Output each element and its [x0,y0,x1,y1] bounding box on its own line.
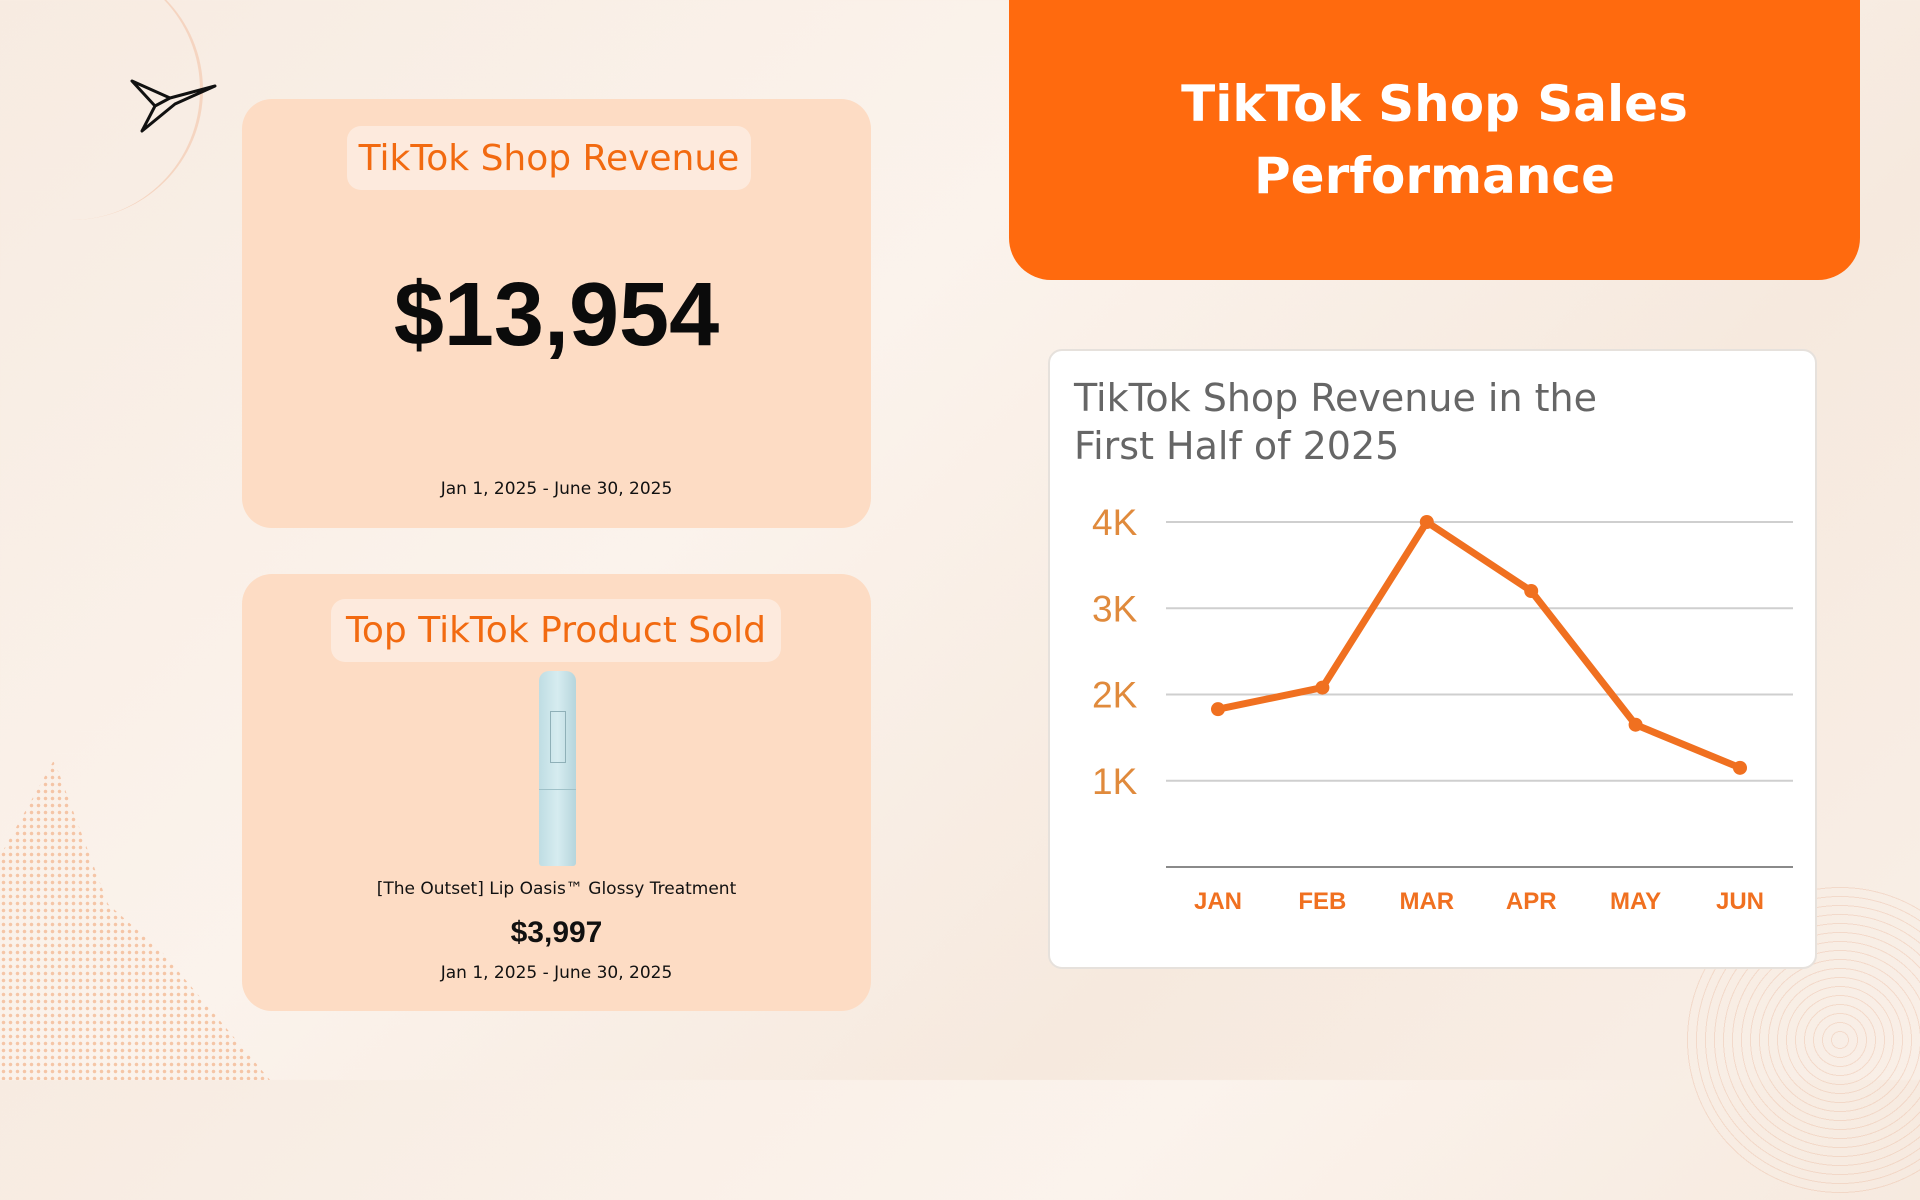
data-point [1419,515,1434,529]
y-tick-label: 2K [1092,675,1138,716]
top-product-label: Top TikTok Product Sold [331,599,781,662]
chart-title-line-1: TikTok Shop Revenue in the [1074,376,1598,420]
title-line-1: TikTok Shop Sales [1181,75,1688,133]
x-tick-label: APR [1506,888,1557,915]
revenue-date-range: Jan 1, 2025 - June 30, 2025 [440,479,673,499]
x-tick-label: JUN [1716,888,1764,915]
data-point [1733,760,1747,775]
revenue-value: $13,954 [393,265,720,365]
y-tick-label: 1K [1092,761,1138,802]
product-name: [The Outset] Lip Oasis™ Glossy Treatment [376,879,737,899]
bird-logo-icon [130,79,217,133]
chart-title-line-2: First Half of 2025 [1074,424,1400,468]
x-tick-label: MAY [1610,888,1661,915]
product-image [539,671,576,866]
data-point [1524,584,1539,598]
product-value: $3,997 [510,916,603,949]
data-point [1211,702,1225,717]
page-title: TikTok Shop Sales Performance [1009,0,1860,280]
revenue-card: TikTok Shop Revenue $13,954 Jan 1, 2025 … [242,99,871,528]
line-chart: 1K 2K 3K 4K JAN FEB MAR APR MAY JUN [1092,502,1793,915]
title-line-2: Performance [1254,147,1615,205]
data-point [1628,717,1643,732]
revenue-label: TikTok Shop Revenue [347,126,751,190]
x-tick-label: MAR [1399,888,1454,915]
x-tick-label: JAN [1194,888,1242,915]
chart-title: TikTok Shop Revenue in the First Half of… [1074,374,1597,470]
product-date-range: Jan 1, 2025 - June 30, 2025 [440,963,673,983]
series-line [1217,518,1742,772]
x-tick-label: FEB [1298,888,1346,915]
chart-card [1048,349,1817,969]
y-tick-label: 4K [1092,502,1138,543]
data-point [1315,680,1330,695]
y-tick-label: 3K [1092,588,1138,629]
